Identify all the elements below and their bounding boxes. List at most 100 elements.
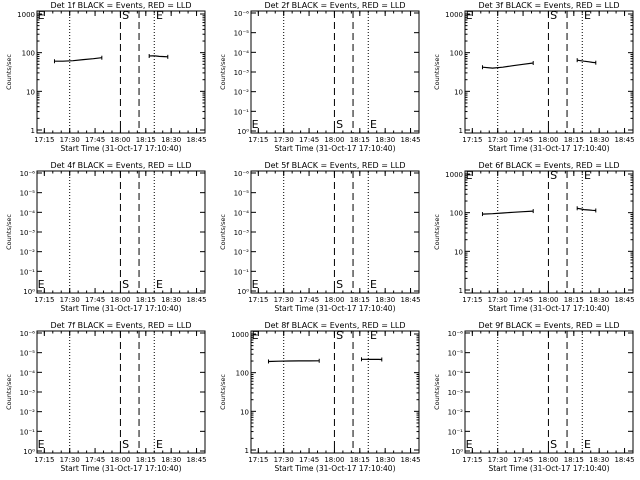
plot-frame	[36, 10, 206, 134]
y-tick-label: 10⁻⁵	[234, 30, 250, 38]
y-axis-label: Counts/sec	[5, 54, 13, 90]
y-tick-label: 10⁻⁴	[448, 369, 464, 377]
x-tick-label: 18:30	[375, 136, 395, 144]
y-tick-label: 1000	[445, 11, 463, 19]
y-tick-label: 10⁻⁵	[448, 350, 464, 358]
y-tick-label: 1	[31, 127, 35, 135]
y-tick-label: 1	[459, 127, 463, 135]
marker-e: E	[252, 329, 259, 342]
x-tick-label: 17:15	[34, 136, 54, 144]
y-tick-label: 1000	[231, 331, 249, 339]
y-tick-label: 1000	[445, 171, 463, 179]
marker-s: S	[336, 118, 343, 131]
x-tick-label: 18:45	[614, 456, 634, 464]
y-axis-label: Counts/sec	[433, 214, 441, 250]
y-tick-label: 10⁻⁵	[20, 190, 36, 198]
panel-det-5: Det 5f BLACK = Events, RED = LLD 10⁰ 10⁻¹ 1…	[219, 161, 421, 313]
y-tick-label: 10⁰	[23, 288, 35, 296]
x-tick-label: 17:15	[34, 296, 54, 304]
marker-e: E	[252, 118, 259, 131]
marker-e: E	[38, 438, 45, 451]
x-tick-label: 18:15	[564, 296, 584, 304]
panel-title: Det 7f BLACK = Events, RED = LLD	[50, 321, 191, 330]
data-series-line	[54, 57, 102, 62]
plot-frame	[464, 330, 634, 454]
panel-title: Det 1f BLACK = Events, RED = LLD	[50, 1, 191, 10]
x-tick-label: 17:15	[248, 136, 268, 144]
y-tick-label: 10⁻²	[234, 249, 250, 257]
panel-det-8: Det 8f BLACK = Events, RED = LLD 1 10 100 10…	[219, 321, 421, 473]
panel-det-6: Det 6f BLACK = Events, RED = LLD 1 10 100 10…	[433, 161, 635, 313]
x-tick-label: 17:15	[34, 456, 54, 464]
data-series-line	[482, 210, 534, 215]
x-tick-label: 18:00	[110, 456, 130, 464]
marker-s: S	[336, 329, 343, 342]
plot-frame	[36, 330, 206, 454]
x-tick-label: 17:30	[488, 296, 508, 304]
x-tick-label: 18:00	[538, 136, 558, 144]
data-series-line	[577, 207, 596, 212]
y-tick-label: 10⁰	[237, 288, 249, 296]
y-axis-label: Counts/sec	[5, 374, 13, 410]
y-axis-label: Counts/sec	[433, 54, 441, 90]
x-tick-label: 18:45	[400, 136, 420, 144]
marker-e: E	[584, 169, 591, 182]
x-tick-label: 18:00	[110, 136, 130, 144]
marker-e: E	[466, 169, 473, 182]
x-tick-label: 18:15	[350, 136, 370, 144]
x-tick-label: 18:30	[375, 456, 395, 464]
panel-det-9: Det 9f BLACK = Events, RED = LLD 10⁰ 10⁻¹ 1…	[433, 321, 635, 473]
panel-det-2: Det 2f BLACK = Events, RED = LLD 10⁰ 10⁻¹ 1…	[219, 1, 421, 153]
y-tick-label: 10⁻³	[234, 69, 250, 77]
marker-s: S	[122, 278, 129, 291]
x-tick-label: 17:45	[299, 296, 319, 304]
panel-title: Det 4f BLACK = Events, RED = LLD	[50, 161, 191, 170]
y-tick-label: 100	[450, 50, 463, 58]
x-tick-label: 17:45	[299, 136, 319, 144]
y-tick-label: 1	[245, 447, 249, 455]
marker-e: E	[156, 9, 163, 22]
x-tick-label: 17:30	[488, 136, 508, 144]
x-tick-label: 18:00	[538, 296, 558, 304]
y-tick-label: 10⁻¹	[448, 428, 464, 436]
y-tick-label: 10⁻²	[234, 89, 250, 97]
y-tick-label: 10⁻⁴	[20, 369, 36, 377]
data-series-line	[268, 360, 320, 363]
x-tick-label: 17:15	[248, 456, 268, 464]
marker-s: S	[122, 438, 129, 451]
panel-title: Det 3f BLACK = Events, RED = LLD	[478, 1, 619, 10]
x-tick-label: 18:30	[589, 296, 609, 304]
marker-e: E	[252, 278, 259, 291]
data-series-line	[482, 62, 534, 69]
x-tick-label: 17:15	[462, 296, 482, 304]
y-tick-label: 10⁻²	[20, 409, 36, 417]
marker-s: S	[336, 278, 343, 291]
y-tick-label: 10⁰	[23, 448, 35, 456]
x-axis-label: Start Time (31-Oct-17 17:10:40)	[488, 304, 609, 313]
y-axis-label: Counts/sec	[5, 214, 13, 250]
y-tick-label: 10⁻⁴	[234, 49, 250, 57]
marker-e: E	[584, 9, 591, 22]
y-tick-label: 10⁰	[451, 448, 463, 456]
x-tick-label: 17:30	[274, 456, 294, 464]
y-tick-label: 10⁻¹	[20, 268, 36, 276]
marker-e: E	[466, 9, 473, 22]
x-tick-label: 18:15	[350, 456, 370, 464]
y-axis-label: Counts/sec	[219, 214, 227, 250]
plot-frame	[250, 10, 420, 134]
x-tick-label: 18:45	[400, 296, 420, 304]
x-axis-label: Start Time (31-Oct-17 17:10:40)	[60, 144, 181, 153]
marker-e: E	[370, 118, 377, 131]
plot-frame	[250, 330, 420, 454]
x-tick-label: 18:30	[375, 296, 395, 304]
y-tick-label: 10⁻¹	[234, 108, 250, 116]
y-tick-label: 10⁻⁴	[20, 209, 36, 217]
x-tick-label: 17:30	[60, 296, 80, 304]
plot-frame	[464, 10, 634, 134]
x-axis-label: Start Time (31-Oct-17 17:10:40)	[488, 464, 609, 473]
x-tick-label: 17:30	[274, 136, 294, 144]
y-tick-label: 10⁻⁶	[234, 170, 250, 178]
x-tick-label: 18:30	[161, 456, 181, 464]
y-tick-label: 10⁻⁵	[234, 190, 250, 198]
